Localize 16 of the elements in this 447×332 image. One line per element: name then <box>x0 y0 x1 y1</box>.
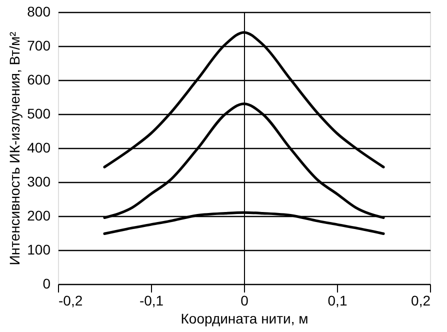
x-tick-label: -0,2 <box>58 292 83 308</box>
y-tick-label: 600 <box>27 72 51 88</box>
y-tick-label: 300 <box>27 174 51 190</box>
y-axis-title: Интенсивность ИК-излучения, Вт/м² <box>6 31 22 266</box>
y-tick-label: 0 <box>42 276 51 292</box>
y-tick-label: 400 <box>27 140 51 156</box>
y-tick-label: 200 <box>27 208 51 224</box>
y-tick-label: 100 <box>27 242 51 258</box>
x-axis-title: Координата нити, м <box>180 310 308 326</box>
y-tick-label: 800 <box>27 4 51 20</box>
y-tick-label: 700 <box>27 38 51 54</box>
x-tick-label: 0,2 <box>411 292 431 308</box>
x-tick-label: -0,1 <box>139 292 164 308</box>
y-tick-label: 500 <box>27 106 51 122</box>
x-tick-label: 0,1 <box>328 292 348 308</box>
x-tick-label: 0 <box>240 292 249 308</box>
